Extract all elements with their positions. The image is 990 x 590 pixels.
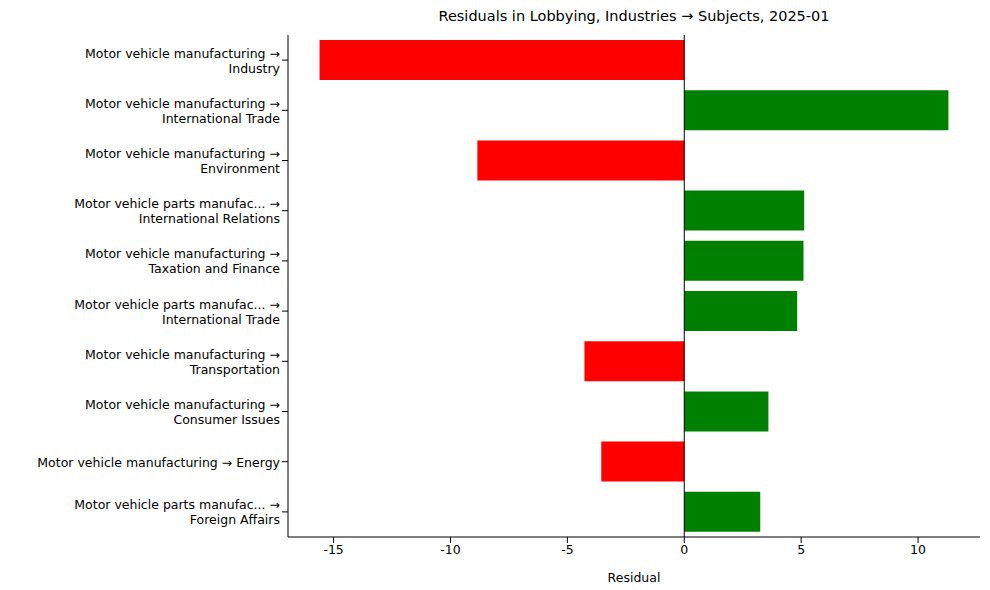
svg-text:Motor vehicle manufacturing →C: Motor vehicle manufacturing →Consumer Is…	[85, 397, 280, 427]
svg-text:Motor vehicle parts manufac...: Motor vehicle parts manufac... →Internat…	[74, 297, 280, 327]
svg-text:Motor vehicle manufacturing →: Motor vehicle manufacturing → Energy	[37, 455, 280, 470]
svg-text:Motor vehicle manufacturing →T: Motor vehicle manufacturing →Taxation an…	[85, 246, 280, 276]
svg-text:Motor vehicle manufacturing →E: Motor vehicle manufacturing →Environment	[85, 146, 280, 176]
svg-text:-15: -15	[323, 542, 343, 557]
svg-text:-5: -5	[561, 542, 573, 557]
svg-text:Motor vehicle manufacturing →I: Motor vehicle manufacturing →Internation…	[85, 96, 280, 126]
svg-text:Motor vehicle manufacturing →I: Motor vehicle manufacturing →Industry	[85, 46, 281, 76]
html-text:Residuals in Lobbying, Industr: Residuals in Lobbying, Industries → Subj…	[438, 8, 830, 24]
svg-text:0: 0	[680, 542, 688, 557]
svg-text:5: 5	[797, 542, 805, 557]
svg-text:Residual: Residual	[608, 570, 661, 585]
svg-text:-10: -10	[440, 542, 460, 557]
svg-text:Motor vehicle manufacturing →T: Motor vehicle manufacturing →Transportat…	[85, 347, 280, 377]
svg-text:Motor vehicle parts manufac...: Motor vehicle parts manufac... →Internat…	[74, 196, 280, 226]
svg-text:Motor vehicle parts manufac...: Motor vehicle parts manufac... →Foreign …	[74, 497, 280, 527]
svg-text:10: 10	[910, 542, 926, 557]
